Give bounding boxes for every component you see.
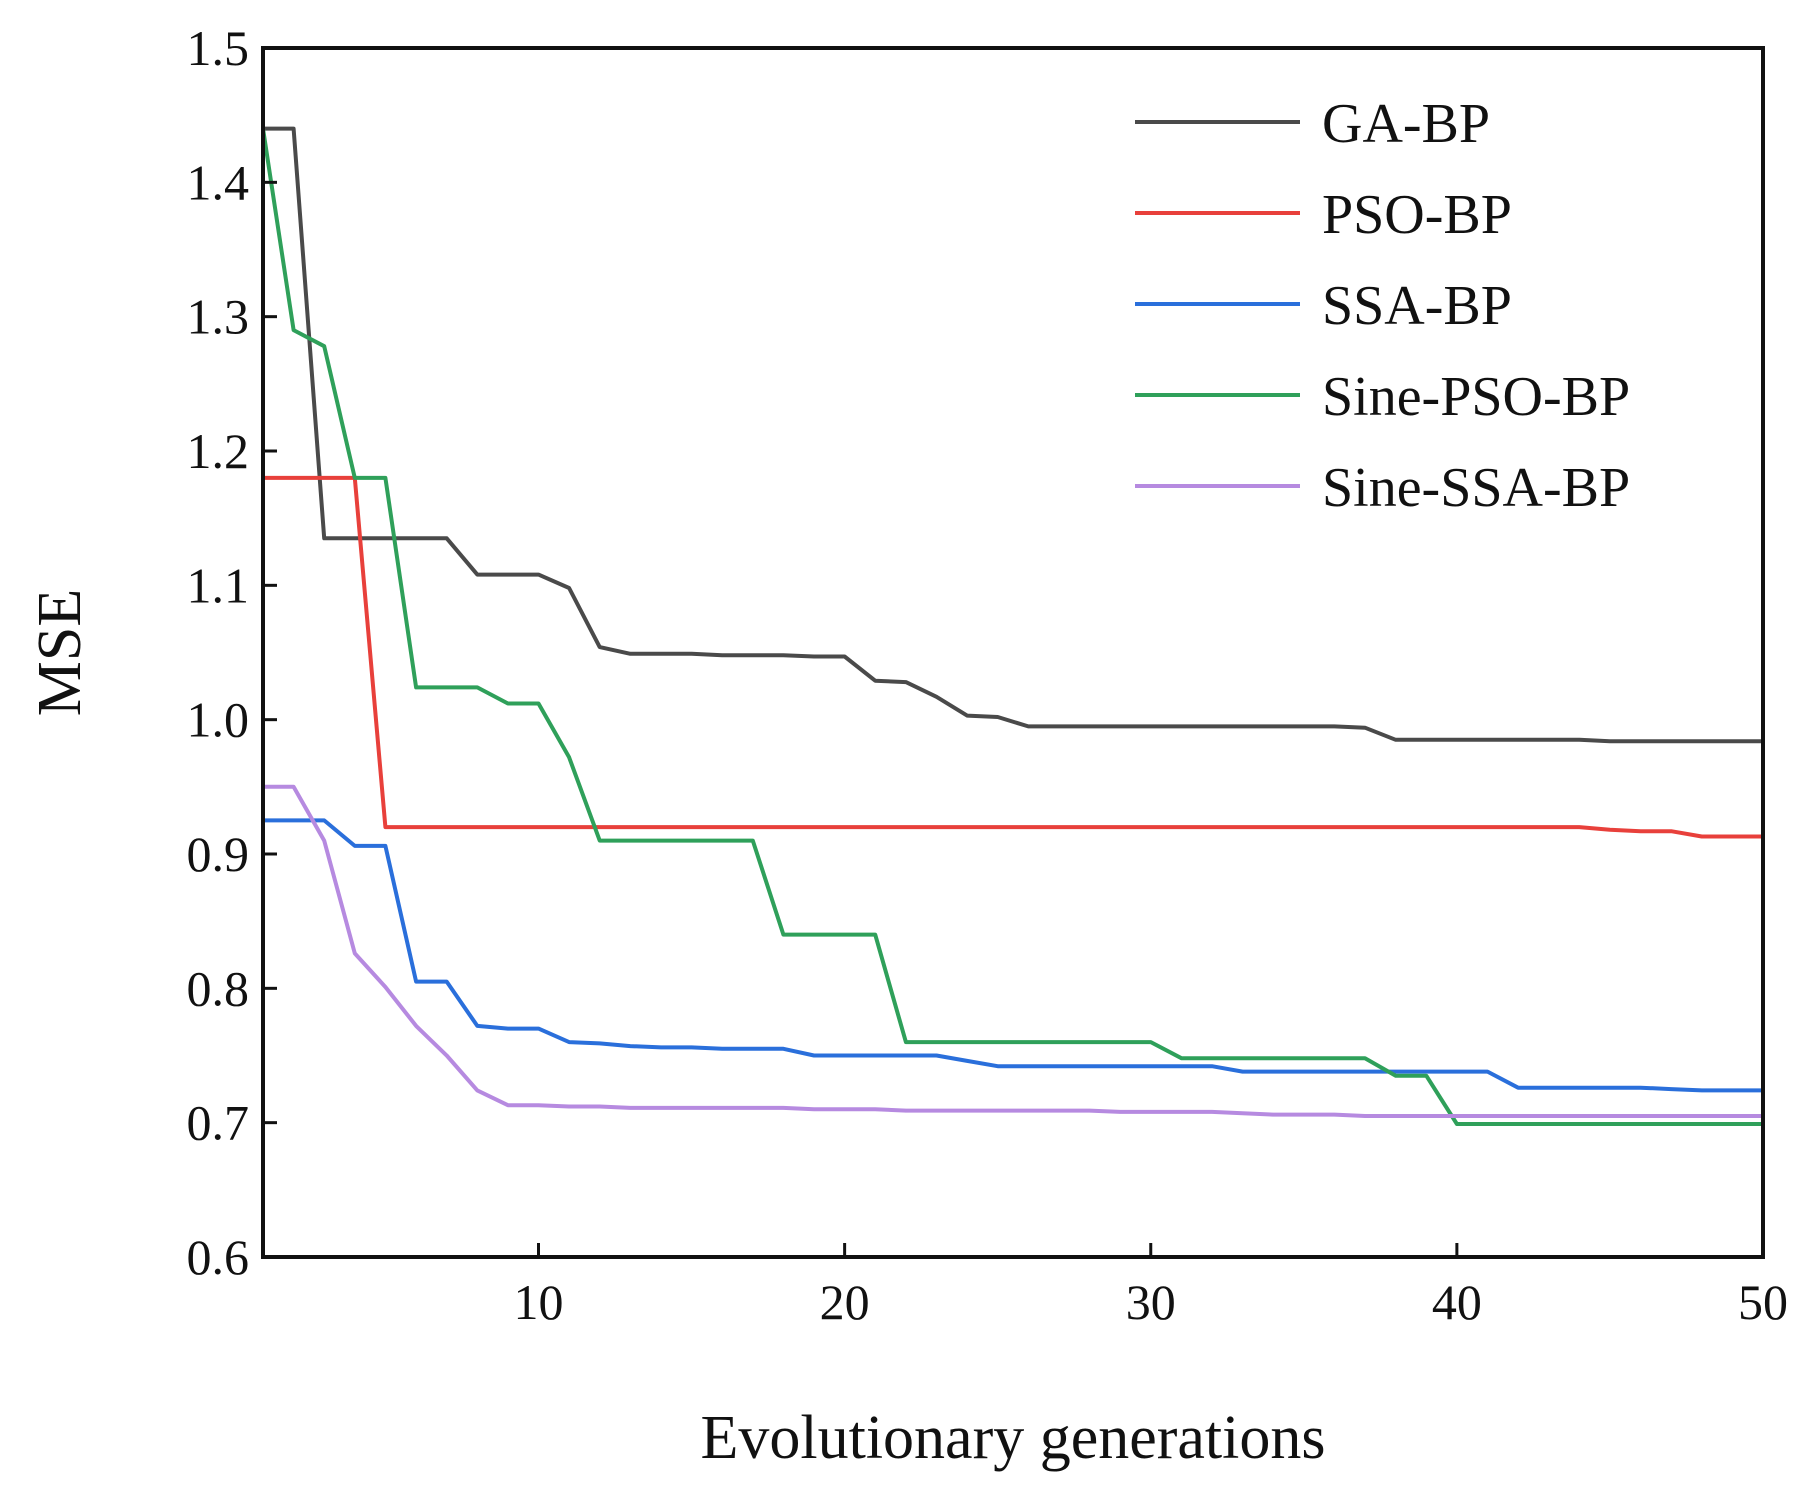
y-tick-label: 0.9 bbox=[187, 826, 250, 882]
series-line-ssa-bp bbox=[263, 818, 1763, 1093]
x-axis-title: Evolutionary generations bbox=[701, 1404, 1326, 1472]
y-tick-label: 1.5 bbox=[187, 20, 250, 76]
y-axis-title: MSE bbox=[26, 589, 94, 716]
x-tick-label: 30 bbox=[1126, 1274, 1176, 1330]
series-line-sine-pso-bp bbox=[261, 128, 1763, 1126]
axis-ticks: 0.6 0.7 0.8 0.9 1.0 1.1 1.2 1.3 1.4 1.5 10 20 30 40 50 bbox=[187, 20, 1789, 1330]
plot-area-frame bbox=[261, 46, 1765, 1259]
legend-label-pso-bp: PSO-BP bbox=[1322, 184, 1512, 246]
y-tick-label: 1.3 bbox=[187, 289, 250, 345]
y-tick-label: 1.0 bbox=[187, 692, 250, 748]
x-tick-label: 50 bbox=[1738, 1274, 1788, 1330]
legend-label-sine-ssa-bp: Sine-SSA-BP bbox=[1322, 457, 1630, 519]
legend-label-ssa-bp: SSA-BP bbox=[1322, 275, 1512, 337]
x-tick-label: 10 bbox=[514, 1274, 564, 1330]
legend-label-ga-bp: GA-BP bbox=[1322, 93, 1490, 155]
series-line-ga-bp bbox=[263, 126, 1763, 744]
y-tick-label: 0.7 bbox=[187, 1095, 250, 1151]
y-tick-label: 1.2 bbox=[187, 423, 250, 479]
x-tick-label: 20 bbox=[820, 1274, 870, 1330]
series-layer bbox=[261, 126, 1763, 1126]
x-tick-label: 40 bbox=[1432, 1274, 1482, 1330]
legend: GA-BP PSO-BP SSA-BP Sine-PSO-BP Sine-SSA-BP bbox=[1135, 93, 1630, 519]
series-line-sine-ssa-bp bbox=[263, 784, 1763, 1118]
y-tick-label: 0.8 bbox=[187, 960, 250, 1016]
y-tick-label: 0.6 bbox=[187, 1229, 250, 1285]
y-tick-label: 1.4 bbox=[187, 154, 250, 210]
legend-label-sine-pso-bp: Sine-PSO-BP bbox=[1322, 366, 1630, 428]
y-tick-label: 1.1 bbox=[187, 557, 250, 613]
series-line-pso-bp bbox=[263, 475, 1763, 839]
